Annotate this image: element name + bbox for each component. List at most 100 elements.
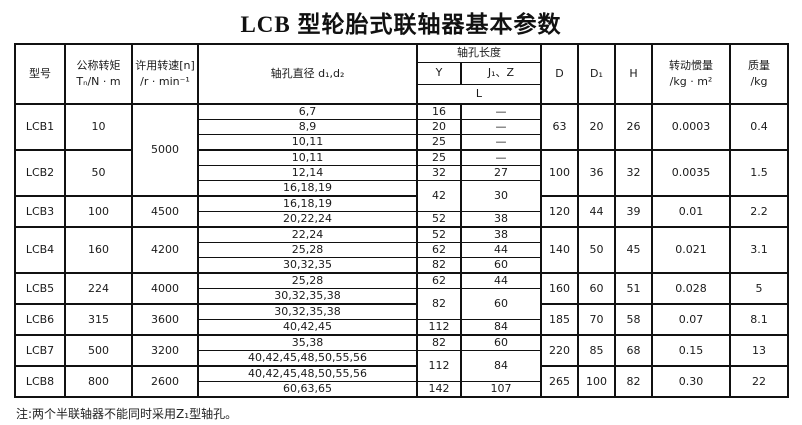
bore-diameter-cell: 25,28 (197, 272, 418, 289)
torque-cell: 315 (64, 303, 133, 336)
torque-cell: 100 (64, 195, 133, 228)
bore-diameter-cell: 10,11 (197, 149, 418, 166)
torque-cell: 224 (64, 272, 133, 305)
mass-cell: 0.4 (729, 103, 789, 151)
header-length-J1Z: J₁、Z (460, 61, 542, 85)
bore-diameter-cell: 30,32,35,38 (197, 303, 418, 320)
bore-length-Y-cell: 52 (416, 211, 462, 228)
bore-length-J-cell: 30 (460, 180, 542, 212)
D-cell: 265 (540, 365, 579, 398)
header-model: 型号 (14, 43, 66, 105)
D-cell: 100 (540, 149, 579, 197)
H-cell: 39 (614, 195, 653, 228)
speed-cell: 3600 (131, 303, 199, 336)
bore-length-Y-cell: 112 (416, 350, 462, 382)
header-speed: 许用转速[n] /r · min⁻¹ (131, 43, 199, 105)
bore-length-J-cell: 44 (460, 272, 542, 289)
model-cell: LCB5 (14, 272, 66, 305)
bore-diameter-cell: 8,9 (197, 119, 418, 135)
bore-length-J-cell: 44 (460, 242, 542, 258)
D1-cell: 20 (577, 103, 616, 151)
header-speed-line1: 许用转速[n] (135, 59, 195, 73)
table-row: 40,42,45,48,50,55,56 112 84 (15, 350, 788, 382)
bore-length-Y-cell: 62 (416, 242, 462, 258)
mass-cell: 8.1 (729, 303, 789, 336)
bore-length-J-cell: 60 (460, 334, 542, 351)
table-body: LCB1 10 5000 6,7 16—63 20 26 0.0003 0.4 8,9 20—10,… (14, 103, 789, 398)
header-mass-line2: /kg (750, 75, 768, 88)
table-row: LCB2 50 10,11 25—100 36 32 0.0035 1.5 (14, 149, 789, 197)
header-torque-line2: Tₙ/N · m (76, 75, 121, 88)
bore-diameter-cell: 12,14 (197, 165, 418, 181)
D-cell: 120 (540, 195, 579, 228)
table-row: LCB1 10 5000 6,7 16—63 20 26 0.0003 0.4 (14, 103, 789, 197)
table-row: LCB4 160 4200 22,24 52 38 140 50 45 0.021 3.1 (14, 226, 789, 274)
header-mass: 质量 /kg (729, 43, 789, 105)
table-row: LCB3 100 4500 16,18,19 120 44 39 0.01 2.2 (14, 195, 789, 228)
table-row: LCB8 800 2600 40,42,45,48,50,55,56 265 100 82 0… (14, 365, 789, 398)
D-cell: 185 (540, 303, 579, 336)
bore-length-Y-cell: 142 (416, 381, 462, 398)
header-length-Y: Y (416, 61, 462, 85)
inertia-cell: 0.07 (651, 303, 731, 336)
D-cell: 220 (540, 334, 579, 367)
D1-cell: 60 (577, 272, 616, 305)
D1-cell: 44 (577, 195, 616, 228)
header-H: H (614, 43, 653, 105)
inertia-cell: 0.028 (651, 272, 731, 305)
bore-length-J-cell: 84 (460, 350, 542, 382)
bore-length-Y-cell: 82 (416, 257, 462, 274)
inertia-cell: 0.0035 (651, 149, 731, 197)
mass-cell: 5 (729, 272, 789, 305)
D-cell: 140 (540, 226, 579, 274)
bore-diameter-cell: 35,38 (197, 334, 418, 351)
bore-length-Y-cell: 32 (416, 165, 462, 181)
bore-length-Y-cell: 82 (416, 334, 462, 351)
bore-length-J-cell: — (460, 103, 542, 120)
H-cell: 45 (614, 226, 653, 274)
table-row: 20,22,24 52 38 (15, 211, 788, 228)
inertia-cell: 0.0003 (651, 103, 731, 151)
torque-cell: 50 (64, 149, 133, 197)
model-cell: LCB3 (14, 195, 66, 228)
header-mass-line1: 质量 (748, 59, 770, 73)
bore-diameter-cell: 25,28 (197, 242, 418, 258)
header-D1: D₁ (577, 43, 616, 105)
page-title: LCB 型轮胎式联轴器基本参数 (240, 12, 562, 37)
torque-cell: 800 (64, 365, 133, 398)
bore-length-J-cell: 60 (460, 288, 542, 320)
bore-diameter-cell: 40,42,45,48,50,55,56 (197, 365, 418, 382)
table-row: LCB6 315 3600 30,32,35,38 185 70 58 0.07 8.1 (14, 303, 789, 336)
D1-cell: 50 (577, 226, 616, 274)
model-cell: LCB7 (14, 334, 66, 367)
D1-cell: 85 (577, 334, 616, 367)
inertia-cell: 0.15 (651, 334, 731, 367)
H-cell: 82 (614, 365, 653, 398)
bore-diameter-cell: 40,42,45 (197, 319, 418, 336)
D-cell: 63 (540, 103, 579, 151)
table-row: 16,18,19 42 30 (15, 180, 788, 212)
bore-diameter-cell: 20,22,24 (197, 211, 418, 228)
header-torque-line1: 公称转矩 (76, 59, 121, 73)
header-length-L: L (416, 83, 542, 105)
D1-cell: 100 (577, 365, 616, 398)
header-torque: 公称转矩 Tₙ/N · m (64, 43, 133, 105)
torque-cell: 500 (64, 334, 133, 367)
bore-length-Y-cell: 112 (416, 319, 462, 336)
H-cell: 26 (614, 103, 653, 151)
table-header: 型号 公称转矩 Tₙ/N · m 许用转速[n] /r · min⁻¹ 轴孔直径… (14, 43, 789, 105)
parameters-table: 型号 公称转矩 Tₙ/N · m 许用转速[n] /r · min⁻¹ 轴孔直径… (14, 43, 789, 398)
speed-cell: 4500 (131, 195, 199, 228)
bore-length-Y-cell: 62 (416, 272, 462, 289)
bore-length-J-cell: 38 (460, 226, 542, 243)
table-row: LCB5 224 4000 25,28 62 44 160 60 51 0.028 5 (14, 272, 789, 305)
speed-cell: 5000 (131, 103, 199, 197)
mass-cell: 1.5 (729, 149, 789, 197)
mass-cell: 13 (729, 334, 789, 367)
bore-diameter-cell: 10,11 (197, 134, 418, 151)
table-row: 8,9 20— (15, 119, 788, 135)
page: LCB 型轮胎式联轴器基本参数 型号 公称转矩 Tₙ/N · m 许用转速[n]… (0, 5, 802, 425)
D1-cell: 70 (577, 303, 616, 336)
header-inertia-line1: 转动惯量 (669, 59, 713, 73)
model-cell: LCB1 (14, 103, 66, 151)
